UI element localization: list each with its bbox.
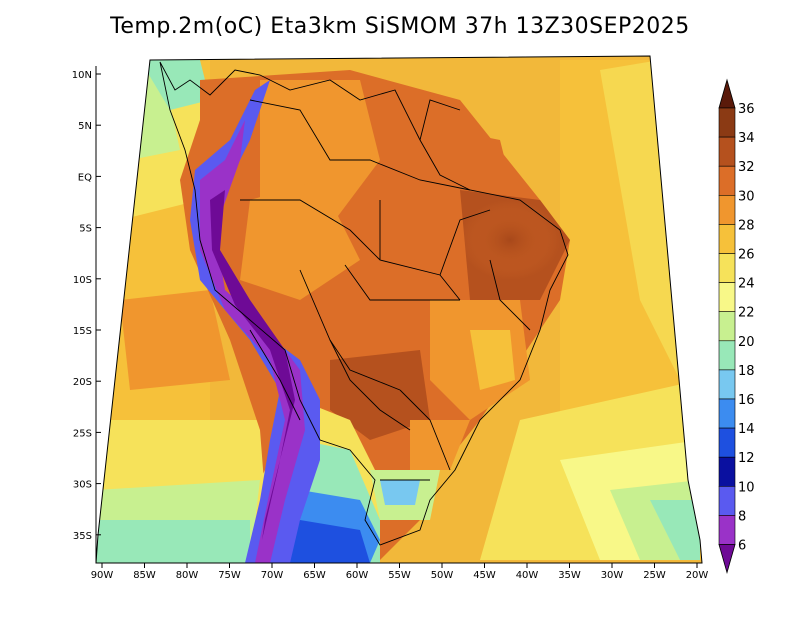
colorbar-segment: [718, 485, 736, 516]
lon-label: 60W: [346, 570, 369, 581]
colorbar-label: 18: [738, 364, 755, 379]
colorbar-label: 16: [738, 393, 755, 408]
lon-label: 70W: [261, 570, 284, 581]
colorbar-top-arrow: [718, 78, 736, 109]
colorbar-label: 24: [738, 277, 755, 292]
colorbar-label: 28: [738, 218, 755, 233]
colorbar-segment: [718, 427, 736, 458]
colorbar-segment: [718, 515, 736, 545]
lon-label: 90W: [91, 570, 114, 581]
colorbar-label: 30: [738, 189, 755, 204]
colorbar-label: 22: [738, 306, 755, 321]
colorbar-label: 10: [738, 480, 755, 495]
colorbar-segment: [718, 224, 736, 254]
lon-label: 80W: [176, 570, 199, 581]
colorbar-segment: [718, 282, 736, 313]
colorbar-label: 8: [738, 509, 746, 524]
colorbar-label: 20: [738, 335, 755, 350]
lon-label: 85W: [133, 570, 156, 581]
map-frame: [95, 55, 703, 564]
colorbar: 36 34 32 30 28 26 24 22 20 18 16 14 12 10 8 6: [718, 78, 755, 574]
lon-label: 55W: [388, 570, 411, 581]
colorbar-label: 34: [738, 131, 755, 146]
lat-label: 10S: [73, 275, 92, 286]
colorbar-label: 26: [738, 248, 755, 263]
colorbar-segment: [718, 195, 736, 225]
colorbar-segment: [718, 369, 736, 400]
lat-label: 15S: [73, 326, 92, 337]
colorbar-label: 14: [738, 422, 755, 437]
lat-label: 5N: [78, 121, 92, 132]
lat-label: 25S: [73, 428, 92, 439]
lon-label: 75W: [218, 570, 241, 581]
map-title: Temp.2m(oC) Eta3km SiSMOM 37h 13Z30SEP20…: [110, 14, 690, 39]
colorbar-segment: [718, 107, 736, 138]
colorbar-segment: [718, 165, 736, 196]
lat-label: 10N: [72, 70, 92, 81]
colorbar-segment: [718, 340, 736, 371]
colorbar-segment: [718, 136, 736, 167]
lat-label: 30S: [73, 480, 92, 491]
lat-label: 35S: [73, 531, 92, 542]
lon-label: 35W: [558, 570, 581, 581]
country-borders: [159, 61, 569, 546]
colorbar-label: 6: [738, 539, 746, 554]
temperature-field: [96, 56, 702, 563]
colorbar-label: 32: [738, 160, 755, 175]
longitude-axis: 90W 85W 80W 75W 70W 65W 60W 55W 50W 45W 40W 35W 30W 2…: [91, 563, 709, 581]
colorbar-segment: [718, 253, 736, 283]
lat-label: 20S: [73, 377, 92, 388]
lon-label: 40W: [516, 570, 539, 581]
lon-label: 20W: [686, 570, 709, 581]
colorbar-label: 36: [738, 102, 755, 117]
lat-label: EQ: [78, 172, 92, 183]
colorbar-label: 12: [738, 451, 755, 466]
lon-label: 45W: [473, 570, 496, 581]
colorbar-segment: [718, 311, 736, 342]
lon-label: 30W: [601, 570, 624, 581]
colorbar-bottom-arrow: [718, 544, 736, 574]
lon-label: 25W: [643, 570, 666, 581]
colorbar-segment: [718, 398, 736, 429]
lat-label: 5S: [79, 224, 92, 235]
lon-label: 65W: [303, 570, 326, 581]
colorbar-segment: [718, 456, 736, 487]
latitude-axis: 10N 5N EQ 5S 10S 15S 20S 25S 30S 35S: [72, 70, 101, 542]
lon-label: 50W: [431, 570, 454, 581]
